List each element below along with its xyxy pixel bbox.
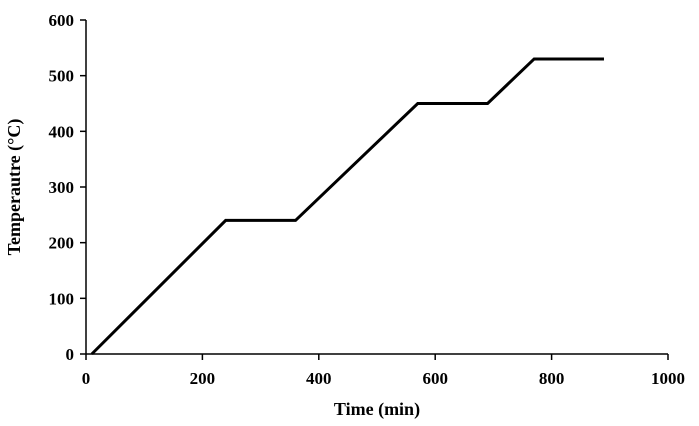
series-line-heating-profile — [90, 57, 604, 356]
axes — [85, 20, 668, 355]
x-tick-label: 1000 — [651, 369, 685, 388]
series-group — [90, 57, 604, 356]
x-tick-label: 800 — [539, 369, 565, 388]
y-tick-label: 200 — [49, 234, 75, 253]
x-tick-label: 0 — [82, 369, 91, 388]
y-tick-label: 600 — [49, 11, 75, 30]
y-tick-label: 400 — [49, 122, 75, 141]
x-axis-title: Time (min) — [334, 399, 420, 420]
y-axis-title: Temperautre (°C) — [4, 119, 25, 256]
y-tick-label: 500 — [49, 67, 75, 86]
x-tick-label: 400 — [306, 369, 332, 388]
y-tick-label: 0 — [66, 345, 75, 364]
x-ticks: 0 200 400 600 800 1000 — [82, 354, 685, 388]
y-tick-label: 100 — [49, 289, 75, 308]
x-tick-label: 200 — [190, 369, 216, 388]
x-tick-label: 600 — [422, 369, 448, 388]
y-tick-label: 300 — [49, 178, 75, 197]
y-ticks: 0 100 200 300 400 500 600 — [49, 11, 86, 364]
